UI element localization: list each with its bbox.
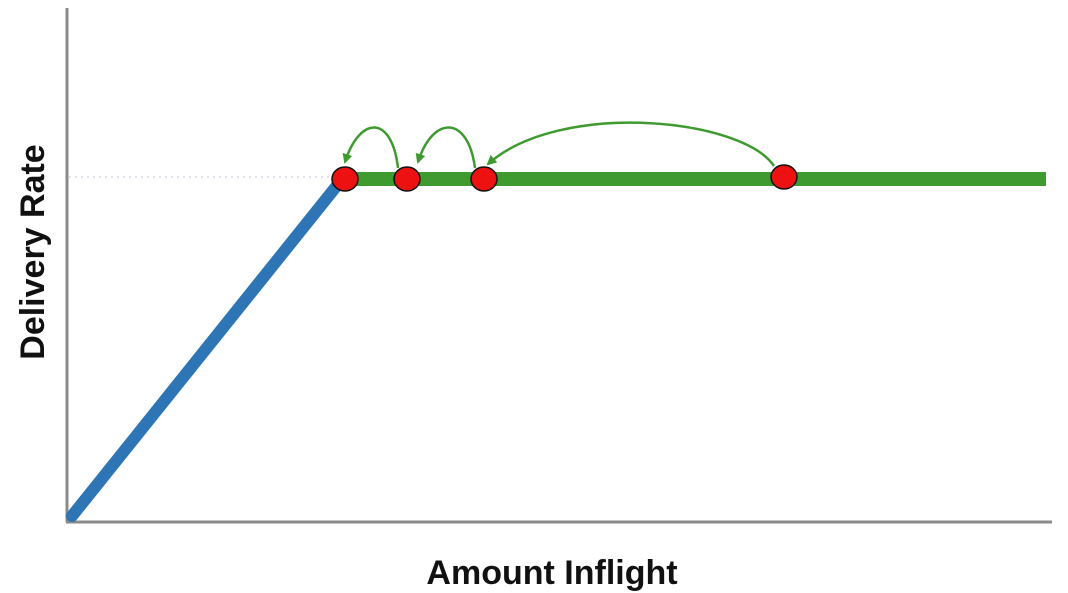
arrow-from-point-3-to-point-2 — [415, 126, 477, 169]
point-3 — [470, 166, 498, 192]
point-2 — [393, 166, 421, 192]
point-1 — [331, 166, 359, 192]
arrow-from-point-2-to-point-1 — [342, 126, 400, 169]
arrow-from-point-4-to-point-3 — [486, 121, 776, 167]
ramp-line — [66, 177, 345, 522]
point-4 — [770, 164, 798, 190]
x-axis-label: Amount Inflight — [426, 554, 677, 592]
y-axis-label: Delivery Rate — [14, 144, 52, 359]
